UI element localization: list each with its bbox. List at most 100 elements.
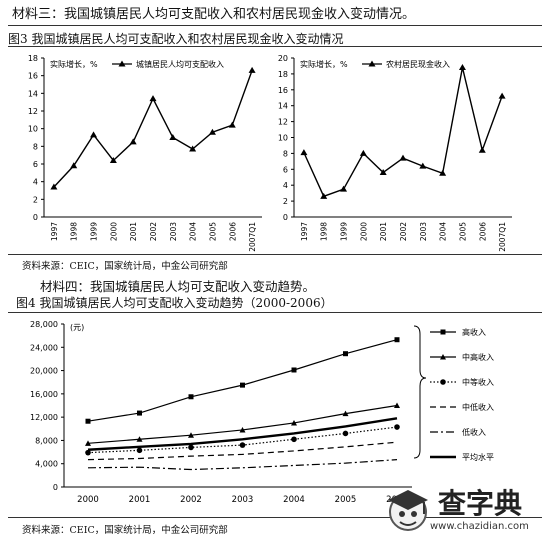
chart3-data-point-circle bbox=[394, 424, 400, 430]
chart3-data-point-triangle bbox=[394, 402, 400, 408]
chart2-ytick-label: 8 bbox=[283, 149, 288, 158]
chart1-xtick-label: 2002 bbox=[149, 222, 158, 241]
chart2-data-point bbox=[458, 64, 466, 71]
chart1-ytick-label: 6 bbox=[33, 160, 38, 169]
graduate-cap-logo-icon bbox=[388, 490, 428, 531]
chart1-ylabel: 实际增长，% bbox=[50, 59, 98, 69]
chart1-data-point bbox=[228, 121, 236, 128]
chart3-data-point-square bbox=[137, 410, 142, 416]
chart3-data-point-triangle bbox=[291, 419, 297, 426]
chart3-series-line-square bbox=[87, 339, 398, 422]
chart1-ytick-label: 12 bbox=[28, 107, 38, 116]
chart2-data-point bbox=[498, 92, 506, 99]
chart3-legend-marker-square bbox=[440, 329, 446, 335]
chart2-ylabel: 实际增长，% bbox=[300, 59, 348, 69]
chart3-legend-label: 平均水平 bbox=[462, 452, 494, 462]
chart1-xtick-label: 2003 bbox=[169, 222, 178, 241]
chart1-legend-label: 城镇居民人均可支配收入 bbox=[136, 59, 224, 69]
chart2-ytick-label: 16 bbox=[278, 86, 288, 95]
chart2-ytick-label: 10 bbox=[278, 134, 288, 143]
chart2-ytick-label: 12 bbox=[278, 118, 288, 127]
chart3-xtick-label: 2001 bbox=[129, 495, 151, 505]
chart3-data-point-square bbox=[343, 351, 348, 357]
chart2-data-point bbox=[439, 169, 447, 176]
chart3-xtick-label: 2002 bbox=[180, 495, 202, 505]
watermark-title: 查字典 bbox=[438, 487, 523, 520]
chart3-xtick-label: 2005 bbox=[335, 495, 357, 505]
chart3-ytick-label: 0 bbox=[53, 483, 58, 492]
chart1-xtick-label: 2004 bbox=[189, 222, 198, 241]
chart3-legend-label: 中低收入 bbox=[462, 402, 494, 412]
chart3-unit-label: (元) bbox=[70, 323, 84, 332]
chart1-ytick-label: 8 bbox=[33, 142, 38, 151]
chart3-series-line-dashed bbox=[87, 441, 398, 461]
chart3-legend-label: 中等收入 bbox=[462, 377, 494, 387]
chart1-data-point bbox=[189, 145, 197, 152]
chart3-ytick-label: 12,000 bbox=[30, 413, 58, 422]
chart2-data-point bbox=[359, 149, 367, 156]
chart2-ytick-label: 18 bbox=[278, 70, 288, 79]
chart3-series-line-triangle bbox=[87, 404, 398, 444]
chart2-data-point bbox=[300, 149, 308, 156]
chart1-ytick-label: 16 bbox=[28, 72, 38, 81]
figure4-bottom-divider bbox=[8, 517, 542, 518]
chart3-data-point-circle bbox=[342, 430, 349, 437]
chart1-xtick-label: 2001 bbox=[129, 222, 138, 241]
chart2-xtick-label: 1997 bbox=[300, 222, 309, 241]
figure3-source: 资料来源：CEIC，国家统计局，中金公司研究部 bbox=[22, 261, 228, 272]
chart3-legend-label: 高收入 bbox=[462, 327, 486, 337]
chart3-legend-label: 低收入 bbox=[462, 427, 486, 437]
chart3-data-point-triangle bbox=[342, 410, 349, 417]
chart2-ytick-label: 6 bbox=[283, 165, 288, 174]
chart2-data-point bbox=[320, 192, 328, 199]
watermark-url: www.chazidian.com bbox=[430, 521, 529, 532]
chart2-xtick-label: 1998 bbox=[320, 222, 329, 241]
chart3-xtick-label: 2004 bbox=[283, 495, 305, 505]
chart3-ytick-label: 20,000 bbox=[30, 367, 58, 376]
chart1-xtick-label: 2005 bbox=[208, 222, 217, 241]
chart1-data-point bbox=[169, 134, 177, 140]
chart1-ytick-label: 0 bbox=[33, 213, 38, 222]
chart2-legend-label: 农村居民现金收入 bbox=[386, 59, 450, 69]
chart3-ytick-label: 8,000 bbox=[35, 436, 58, 445]
chart3-data-point-circle bbox=[239, 442, 246, 448]
chart3-data-point-triangle bbox=[136, 436, 143, 442]
chart2-xtick-label: 2007Q1 bbox=[498, 222, 507, 252]
top-divider bbox=[8, 25, 542, 26]
chart3-data-point-square bbox=[240, 382, 245, 388]
chart1-xtick-label: 2000 bbox=[109, 222, 118, 241]
chart1-data-point bbox=[70, 162, 78, 169]
chart2-xtick-label: 2004 bbox=[439, 222, 448, 241]
chart1-ytick-label: 10 bbox=[28, 125, 38, 134]
chart2-data-point bbox=[399, 154, 407, 161]
chart3-data-point-circle bbox=[291, 436, 297, 443]
chart1-xtick-label: 2006 bbox=[228, 222, 237, 241]
chart1-legend-marker bbox=[118, 60, 126, 67]
chart2-xtick-label: 2002 bbox=[399, 222, 408, 241]
figure3-divider bbox=[8, 46, 542, 47]
chart2-ytick-label: 4 bbox=[283, 181, 288, 190]
chart3-data-point-triangle bbox=[239, 426, 246, 433]
chart3-data-point-square bbox=[291, 367, 297, 373]
chart2-data-point bbox=[340, 185, 348, 192]
chart2-data-point bbox=[379, 168, 387, 175]
chart2-xtick-label: 2001 bbox=[379, 222, 388, 241]
chart3-legend-marker-circle bbox=[440, 379, 446, 385]
chart2-ytick-label: 14 bbox=[278, 102, 288, 111]
chart2-xtick-label: 2000 bbox=[359, 222, 368, 241]
chart1-data-point bbox=[208, 128, 216, 135]
chart1-xtick-label: 2007Q1 bbox=[248, 222, 257, 252]
chart3-data-point-circle bbox=[136, 447, 143, 454]
chart2-legend-marker bbox=[368, 60, 376, 67]
chart3-legend-bracket bbox=[413, 325, 427, 459]
chart1-xtick-label: 1997 bbox=[50, 222, 59, 241]
chart3-ytick-label: 16,000 bbox=[30, 390, 58, 399]
chart3-data-point-circle bbox=[188, 444, 194, 451]
chart3-data-point-circle bbox=[85, 449, 91, 456]
chart3-legend-label: 中高收入 bbox=[462, 352, 494, 362]
chart2-xtick-label: 1999 bbox=[340, 222, 349, 241]
chart3-ytick-label: 24,000 bbox=[30, 343, 58, 352]
